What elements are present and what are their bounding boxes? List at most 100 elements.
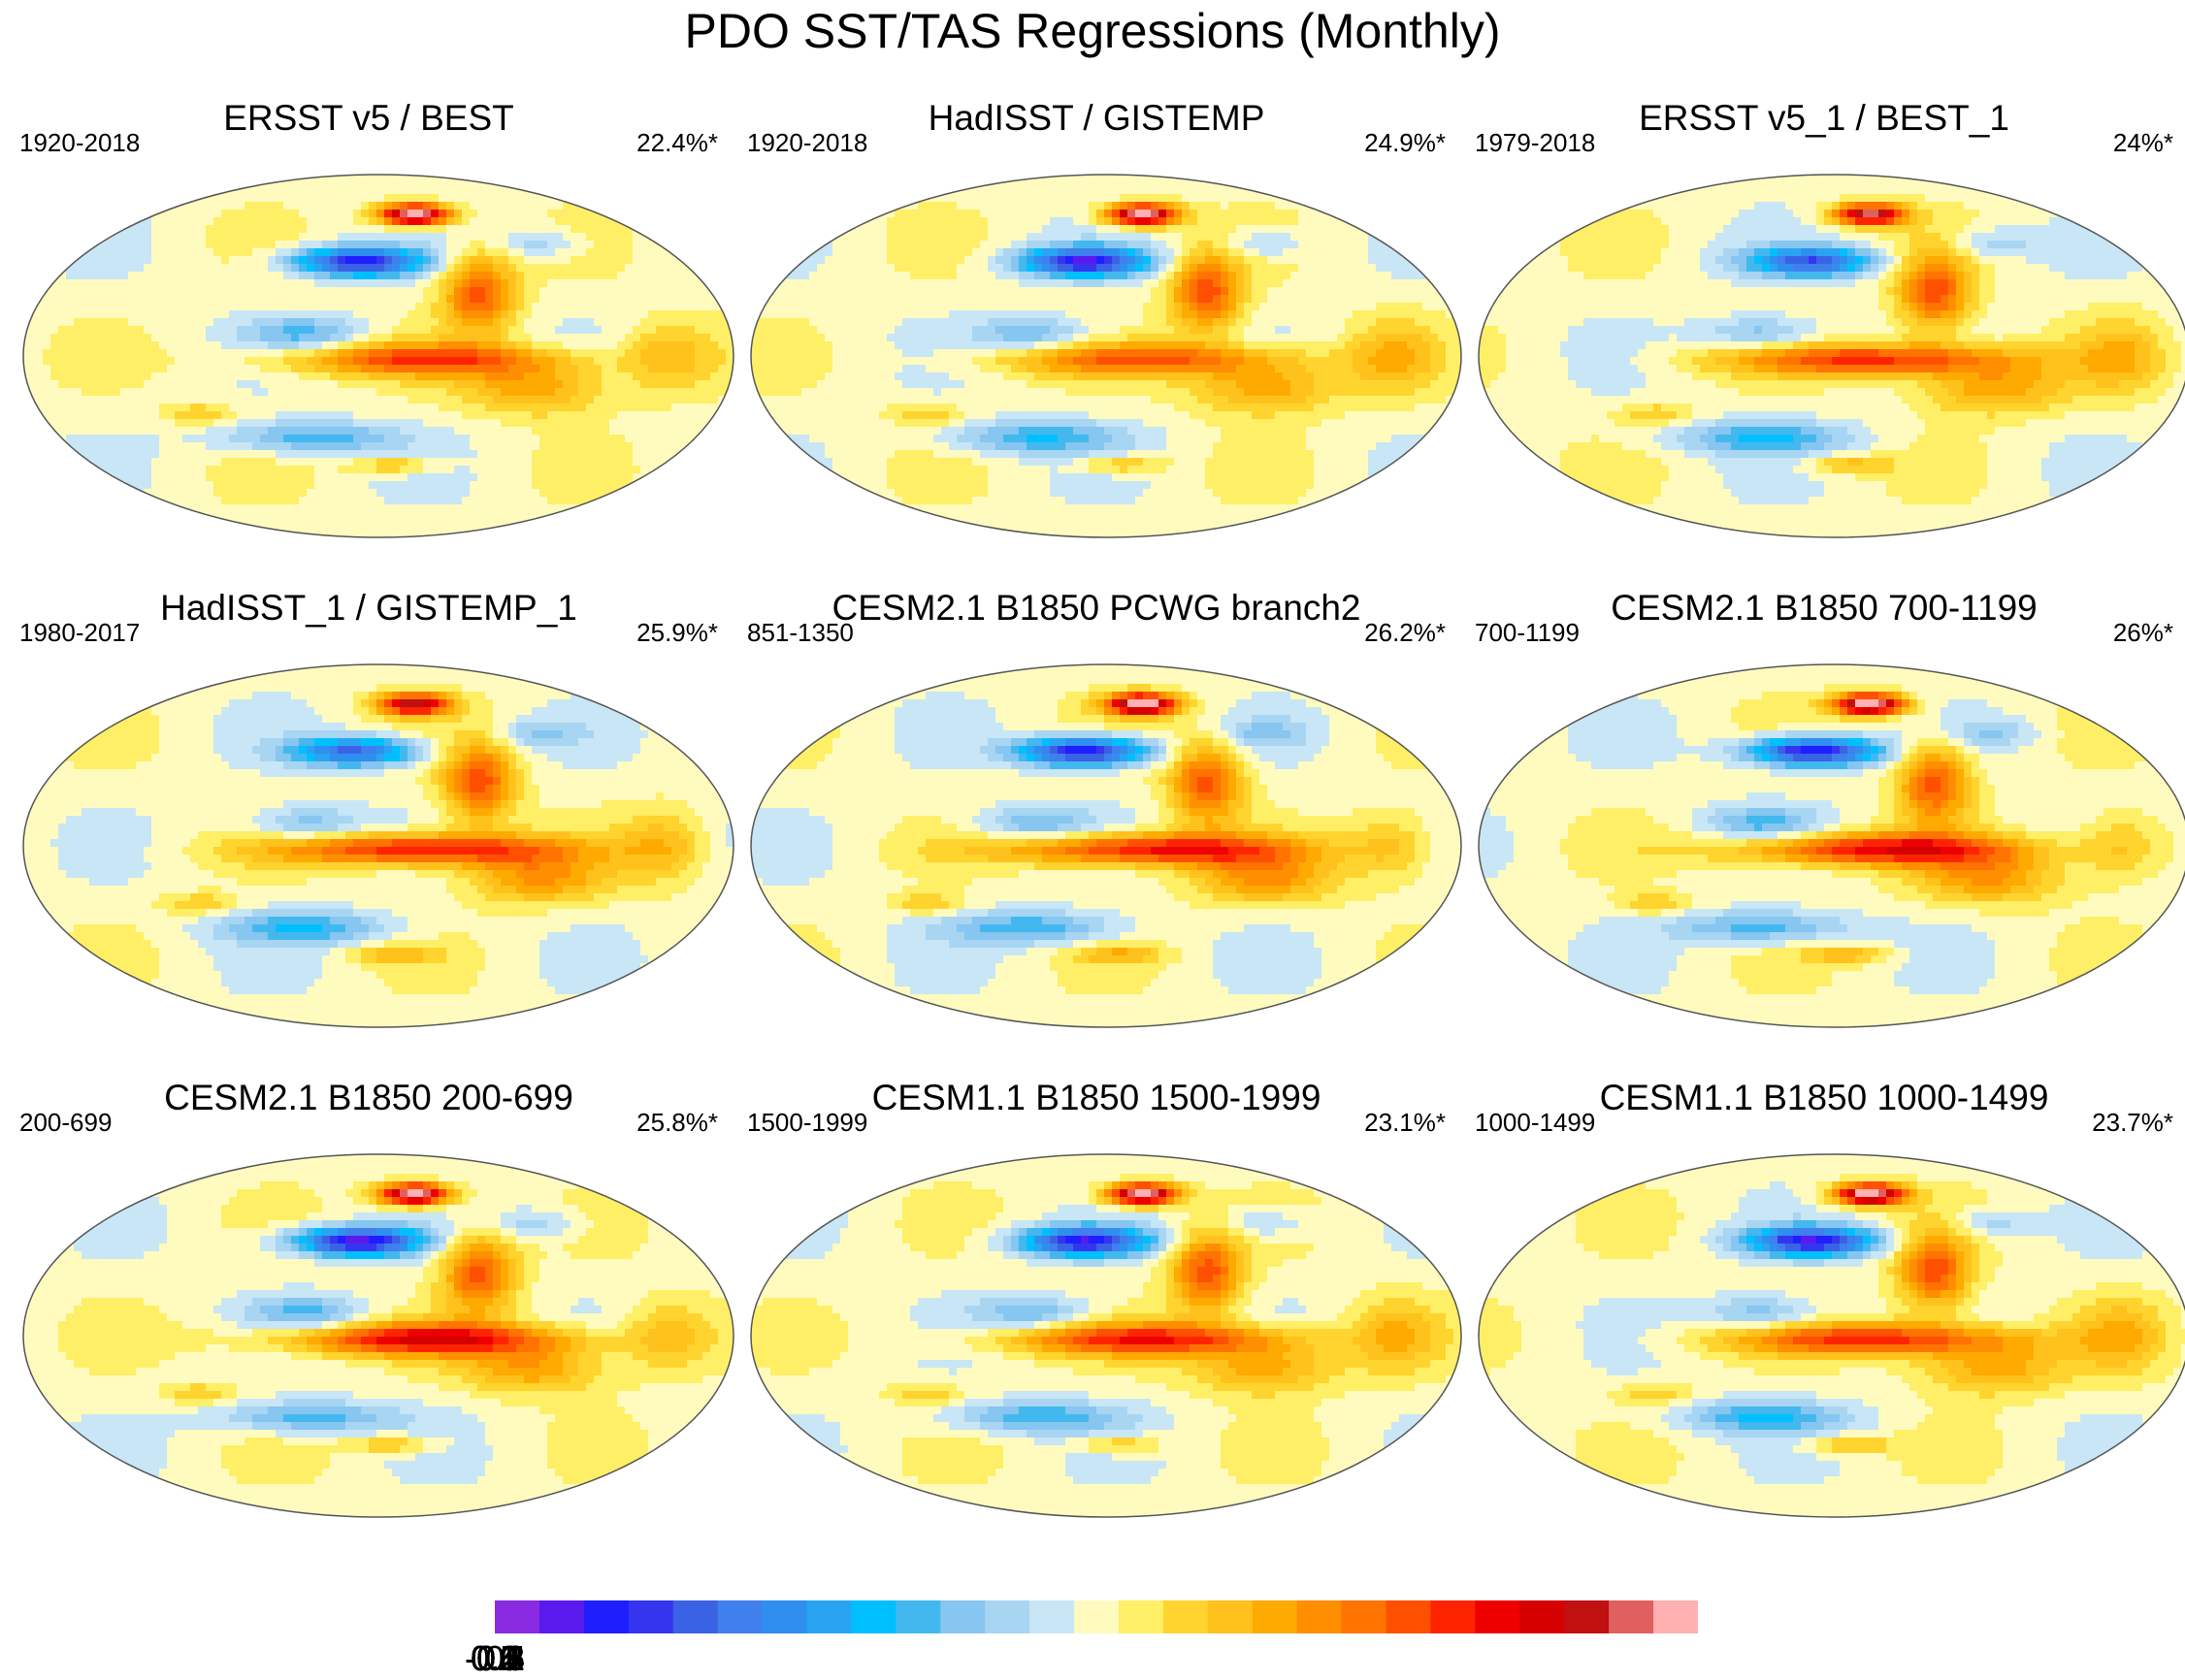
panel-period: 1500-1999 (747, 1108, 867, 1137)
map-field (23, 175, 734, 537)
panel-period: 1980-2017 (19, 618, 140, 647)
colorbar-swatch (717, 1600, 764, 1633)
colorbar-swatch (940, 1600, 986, 1633)
panel-period: 1000-1499 (1475, 1108, 1595, 1137)
map-outline (22, 663, 734, 1028)
colorbar-swatch (1296, 1600, 1343, 1633)
panel-period: 1920-2018 (747, 128, 867, 157)
map-outline (1478, 174, 2185, 538)
colorbar-swatch (1162, 1600, 1209, 1633)
colorbar-tick-label: -0.4 (465, 1639, 525, 1678)
panel-variance: 23.7%* (2092, 1108, 2173, 1137)
map-panel-9: CESM1.1 B1850 1000-1499 1000-1499 23.7%* (1465, 1077, 2185, 1571)
regression-map (750, 663, 1462, 1028)
map-outline (22, 174, 734, 538)
regression-map (750, 1153, 1462, 1518)
colorbar-tick-label: -0.3 (465, 1639, 525, 1678)
colorbar-tick-label: 0 (485, 1639, 505, 1678)
map-outline (1478, 1153, 2185, 1518)
map-outline (750, 1153, 1462, 1518)
colorbar-tick-label: 0.4 (471, 1639, 519, 1678)
panel-variance: 23.1%* (1364, 1108, 1446, 1137)
colorbar-swatch (538, 1600, 585, 1633)
regression-map (22, 174, 734, 538)
panel-variance: 22.4%* (636, 128, 718, 157)
map-panel-7: CESM2.1 B1850 200-699 200-699 25.8%* (10, 1077, 734, 1571)
panel-title: CESM1.1 B1850 1000-1499 (1465, 1077, 2183, 1119)
panel-period: 1979-2018 (1475, 128, 1595, 157)
colorbar-swatch (1519, 1600, 1565, 1633)
colorbar-swatch (1341, 1600, 1387, 1633)
panel-variance: 25.8%* (636, 1108, 718, 1137)
panel-title: ERSST v5_1 / BEST_1 (1465, 97, 2183, 140)
map-field (1479, 664, 2185, 1027)
colorbar-swatch (1475, 1600, 1520, 1633)
panel-period: 700-1199 (1475, 618, 1580, 647)
map-panel-4: HadISST_1 / GISTEMP_1 1980-2017 25.9%* (10, 587, 734, 1082)
colorbar-tick-label: 0.1 (471, 1639, 519, 1678)
colorbar-tick-label: 0.5 (471, 1639, 519, 1678)
panel-variance: 24.9%* (1364, 128, 1446, 157)
colorbar-tick-label: -0.2 (465, 1639, 525, 1678)
panel-title: HadISST / GISTEMP (737, 97, 1455, 140)
regression-map (1478, 663, 2185, 1028)
regression-map (22, 663, 734, 1028)
colorbar-swatch (1430, 1600, 1476, 1633)
figure-title: PDO SST/TAS Regressions (Monthly) (0, 2, 2185, 60)
colorbar-labels: -0.6 -0.5 -0.4 -0.3 -0.2 -0.1 0 0.1 0.2 0.3 0.4 0.5… (465, 1639, 1698, 1678)
map-field (1479, 1154, 2185, 1517)
regression-map (750, 174, 1462, 538)
colorbar-swatch (806, 1600, 853, 1633)
panel-variance: 25.9%* (636, 618, 718, 647)
map-outline (22, 1153, 734, 1518)
regression-map (1478, 1153, 2185, 1518)
colorbar (495, 1600, 1698, 1633)
colorbar-tick-label: 0.6 (471, 1639, 519, 1678)
panel-title: CESM2.1 B1850 700-1199 (1465, 587, 2183, 630)
panel-variance: 24%* (2113, 128, 2173, 157)
map-panel-8: CESM1.1 B1850 1500-1999 1500-1999 23.1%* (737, 1077, 1462, 1571)
map-panel-6: CESM2.1 B1850 700-1199 700-1199 26%* (1465, 587, 2185, 1082)
panel-title: CESM2.1 B1850 PCWG branch2 (737, 587, 1455, 630)
map-outline (750, 174, 1462, 538)
map-field (23, 664, 734, 1027)
map-panel-1: ERSST v5 / BEST 1920-2018 22.4%* (10, 97, 734, 592)
panel-period: 200-699 (19, 1108, 112, 1137)
colorbar-swatch (1653, 1600, 1698, 1633)
panel-title: CESM1.1 B1850 1500-1999 (737, 1077, 1455, 1119)
panel-title: ERSST v5 / BEST (10, 97, 728, 140)
colorbar-swatch (628, 1600, 674, 1633)
colorbar-swatch (985, 1600, 1030, 1633)
colorbar-swatch (1252, 1600, 1298, 1633)
colorbar-swatch (672, 1600, 719, 1633)
map-field (751, 175, 1461, 537)
map-outline (1478, 663, 2185, 1028)
map-field (23, 1154, 734, 1517)
colorbar-tick-label: -0.5 (465, 1639, 525, 1678)
colorbar-swatch (1564, 1600, 1610, 1633)
map-field (751, 664, 1461, 1027)
colorbar-swatch (1074, 1600, 1120, 1633)
map-panel-5: CESM2.1 B1850 PCWG branch2 851-1350 26.2%* (737, 587, 1462, 1082)
map-panel-3: ERSST v5_1 / BEST_1 1979-2018 24%* (1465, 97, 2185, 592)
colorbar-tick-label: -0.6 (465, 1639, 525, 1678)
colorbar-tick-label: 0.2 (471, 1639, 519, 1678)
map-outline (750, 663, 1462, 1028)
colorbar-swatch (583, 1600, 630, 1633)
colorbar-swatch (1386, 1600, 1432, 1633)
colorbar-swatch (1609, 1600, 1654, 1633)
colorbar-tick-label: 0.3 (471, 1639, 519, 1678)
regression-map (22, 1153, 734, 1518)
colorbar-tick-label: -0.1 (465, 1639, 525, 1678)
colorbar-swatch (1207, 1600, 1254, 1633)
colorbar-swatch (1118, 1600, 1164, 1633)
panel-title: CESM2.1 B1850 200-699 (10, 1077, 728, 1119)
colorbar-swatch (495, 1600, 540, 1633)
panel-period: 1920-2018 (19, 128, 140, 157)
panel-period: 851-1350 (747, 618, 854, 647)
colorbar-swatch (896, 1600, 941, 1633)
map-field (1479, 175, 2185, 537)
regression-map (1478, 174, 2185, 538)
panel-variance: 26%* (2113, 618, 2173, 647)
panel-title: HadISST_1 / GISTEMP_1 (10, 587, 728, 630)
